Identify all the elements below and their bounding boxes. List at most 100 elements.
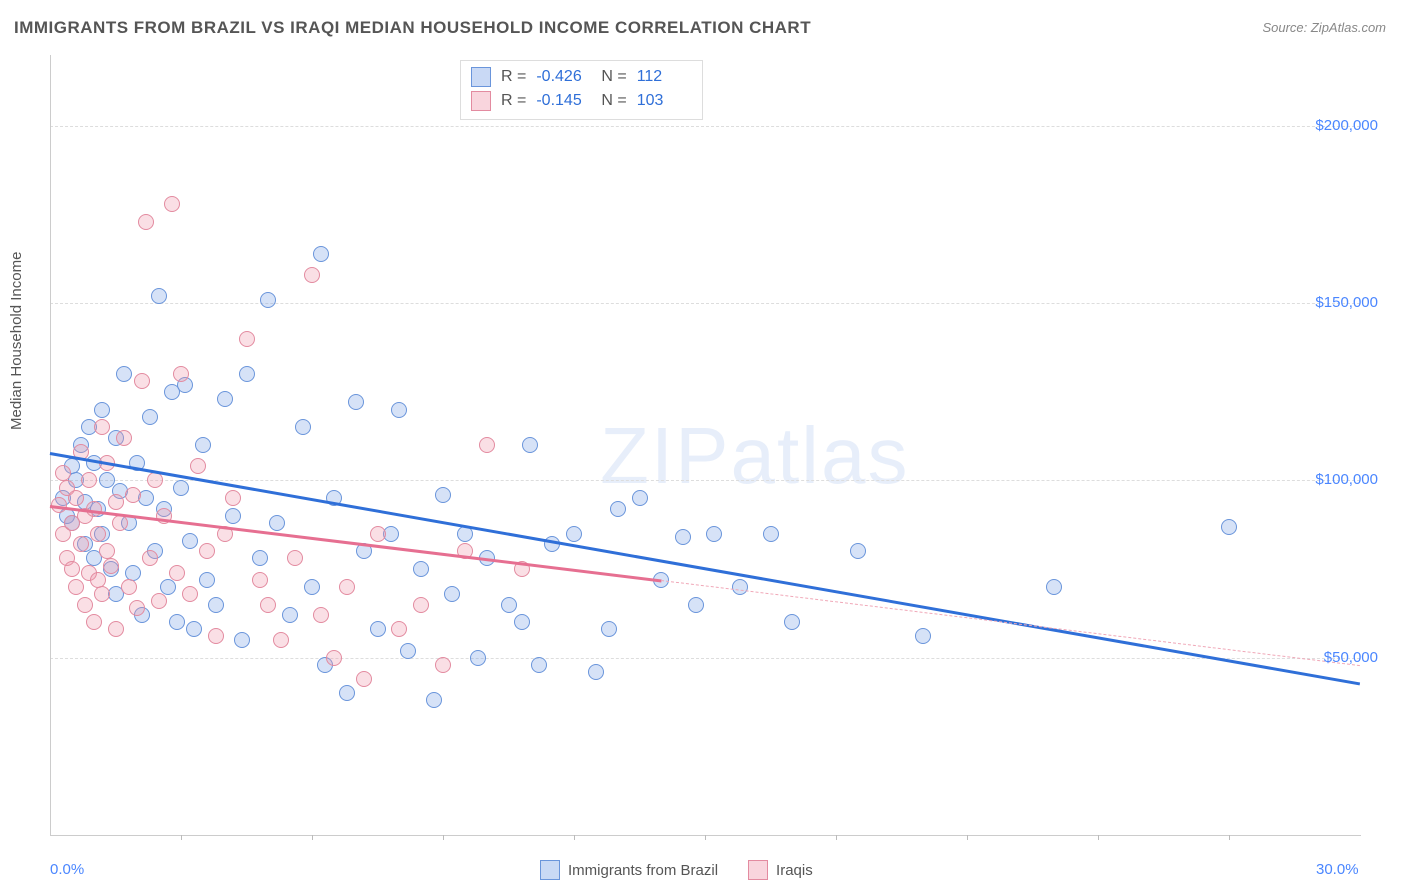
data-point: [391, 402, 407, 418]
data-point: [566, 526, 582, 542]
data-point: [142, 550, 158, 566]
data-point: [125, 487, 141, 503]
data-point: [239, 331, 255, 347]
r-label: R =: [501, 68, 526, 86]
data-point: [391, 621, 407, 637]
data-point: [173, 366, 189, 382]
data-point: [90, 526, 106, 542]
data-point: [121, 579, 137, 595]
x-tick-label: 0.0%: [50, 861, 84, 878]
data-point: [77, 597, 93, 613]
data-point: [479, 437, 495, 453]
data-point: [522, 437, 538, 453]
legend: Immigrants from Brazil Iraqis: [540, 860, 813, 880]
data-point: [138, 214, 154, 230]
data-point: [208, 628, 224, 644]
chart-plot-area: [50, 55, 1361, 836]
data-point: [86, 614, 102, 630]
data-point: [501, 597, 517, 613]
data-point: [68, 579, 84, 595]
data-point: [239, 366, 255, 382]
data-point: [64, 561, 80, 577]
data-point: [1046, 579, 1062, 595]
data-point: [129, 600, 145, 616]
data-point: [225, 490, 241, 506]
data-point: [260, 597, 276, 613]
data-point: [252, 572, 268, 588]
data-point: [400, 643, 416, 659]
data-point: [112, 515, 128, 531]
stats-box: R = -0.426 N = 112 R = -0.145 N = 103: [460, 60, 703, 120]
data-point: [435, 657, 451, 673]
data-point: [675, 529, 691, 545]
data-point: [160, 579, 176, 595]
data-point: [784, 614, 800, 630]
r-value-brazil: -0.426: [536, 68, 591, 86]
data-point: [706, 526, 722, 542]
data-point: [1221, 519, 1237, 535]
data-point: [94, 419, 110, 435]
stats-row-brazil: R = -0.426 N = 112: [471, 65, 692, 89]
data-point: [94, 586, 110, 602]
data-point: [413, 597, 429, 613]
y-tick-label: $150,000: [1315, 294, 1378, 311]
data-point: [208, 597, 224, 613]
data-point: [73, 536, 89, 552]
chart-title: IMMIGRANTS FROM BRAZIL VS IRAQI MEDIAN H…: [14, 18, 811, 38]
r-label: R =: [501, 92, 526, 110]
data-point: [688, 597, 704, 613]
data-point: [531, 657, 547, 673]
data-point: [217, 391, 233, 407]
data-point: [186, 621, 202, 637]
data-point: [269, 515, 285, 531]
data-point: [632, 490, 648, 506]
y-tick-label: $100,000: [1315, 471, 1378, 488]
data-point: [182, 533, 198, 549]
data-point: [601, 621, 617, 637]
data-point: [287, 550, 303, 566]
data-point: [94, 402, 110, 418]
data-point: [116, 430, 132, 446]
legend-item-iraqi: Iraqis: [748, 860, 813, 880]
legend-item-brazil: Immigrants from Brazil: [540, 860, 718, 880]
data-point: [273, 632, 289, 648]
data-point: [173, 480, 189, 496]
data-point: [81, 472, 97, 488]
data-point: [225, 508, 241, 524]
data-point: [164, 196, 180, 212]
data-point: [199, 572, 215, 588]
data-point: [326, 650, 342, 666]
data-point: [588, 664, 604, 680]
swatch-blue-icon: [540, 860, 560, 880]
swatch-blue-icon: [471, 67, 491, 87]
data-point: [68, 490, 84, 506]
n-label: N =: [601, 68, 626, 86]
n-value-brazil: 112: [637, 68, 692, 86]
y-axis-label: Median Household Income: [8, 252, 25, 430]
n-value-iraqi: 103: [637, 92, 692, 110]
data-point: [356, 671, 372, 687]
data-point: [103, 558, 119, 574]
data-point: [426, 692, 442, 708]
data-point: [435, 487, 451, 503]
data-point: [199, 543, 215, 559]
n-label: N =: [601, 92, 626, 110]
legend-label-brazil: Immigrants from Brazil: [568, 862, 718, 879]
data-point: [142, 409, 158, 425]
data-point: [147, 472, 163, 488]
data-point: [313, 607, 329, 623]
y-tick-label: $200,000: [1315, 117, 1378, 134]
data-point: [850, 543, 866, 559]
data-point: [444, 586, 460, 602]
data-point: [763, 526, 779, 542]
data-point: [151, 593, 167, 609]
data-point: [295, 419, 311, 435]
data-point: [108, 621, 124, 637]
data-point: [470, 650, 486, 666]
data-point: [370, 621, 386, 637]
data-point: [108, 494, 124, 510]
r-value-iraqi: -0.145: [536, 92, 591, 110]
x-tick-label: 30.0%: [1316, 861, 1359, 878]
data-point: [195, 437, 211, 453]
data-point: [339, 579, 355, 595]
